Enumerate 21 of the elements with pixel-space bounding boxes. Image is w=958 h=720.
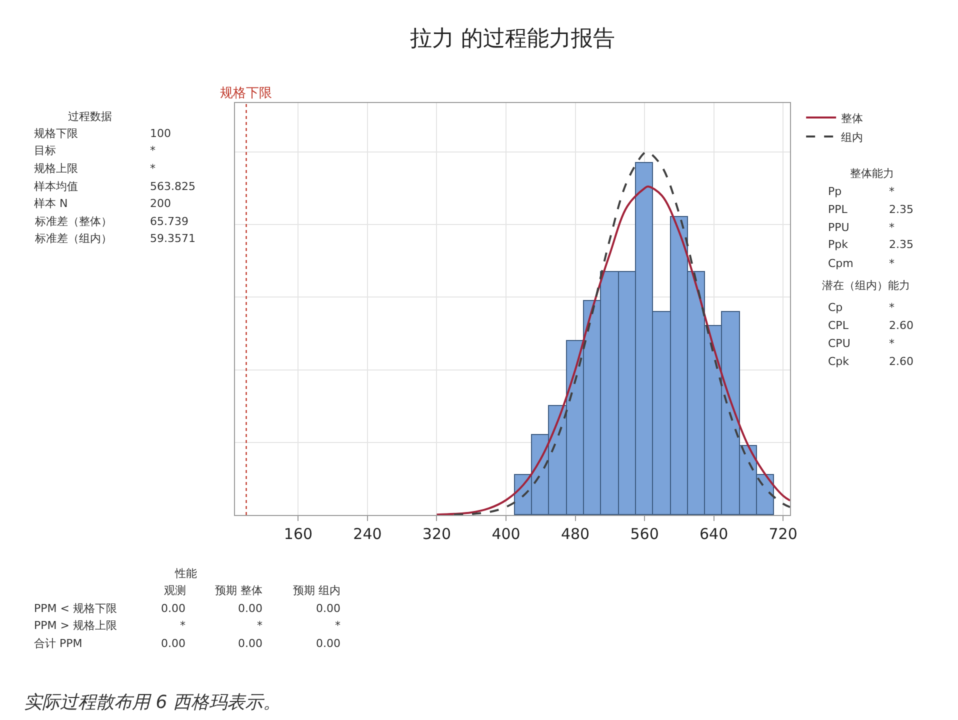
text: Cp * CPL 2.60 CPU * Cpk 2.60 — [828, 301, 914, 368]
text: 规格下限 100 目标 * 规格上限 * 样本均值 563.825 样本 N 200 标准差（整体） 65.739 标准差（组内） 59.3571 — [34, 127, 196, 245]
x-tick-label: 400 — [492, 525, 520, 543]
chart-title: 拉力 的过程能力报告 — [410, 26, 615, 52]
x-tick-label: 240 — [353, 525, 382, 543]
x-tick-label: 160 — [284, 525, 313, 543]
x-tick-label: 640 — [699, 525, 728, 543]
text: 潜在（组内）能力 — [822, 279, 910, 292]
text: 观测 预期 整体 预期 组内 PPM < 规格下限 0.00 0.00 0.00 PPM > 规格上限 * * * 合计 PPM 0.00 0.00 0.00 — [34, 584, 340, 650]
x-tick-label: 320 — [422, 525, 452, 543]
text: 整体能力 — [850, 167, 894, 180]
ref-line-label: 规格下限 — [220, 86, 272, 101]
text: Pp * PPL 2.35 PPU * Ppk 2.35 Cpm * — [828, 185, 914, 270]
legend-label: 组内 — [841, 130, 864, 144]
x-tick-label: 720 — [768, 525, 798, 543]
x-tick-label: 560 — [630, 525, 659, 543]
legend-label: 整体 — [841, 112, 864, 125]
text: 过程数据 — [68, 110, 112, 123]
text: 实际过程散布用 6 西格玛表示。 — [24, 692, 281, 713]
text: 性能 — [174, 567, 197, 580]
x-tick-label: 480 — [560, 525, 590, 543]
